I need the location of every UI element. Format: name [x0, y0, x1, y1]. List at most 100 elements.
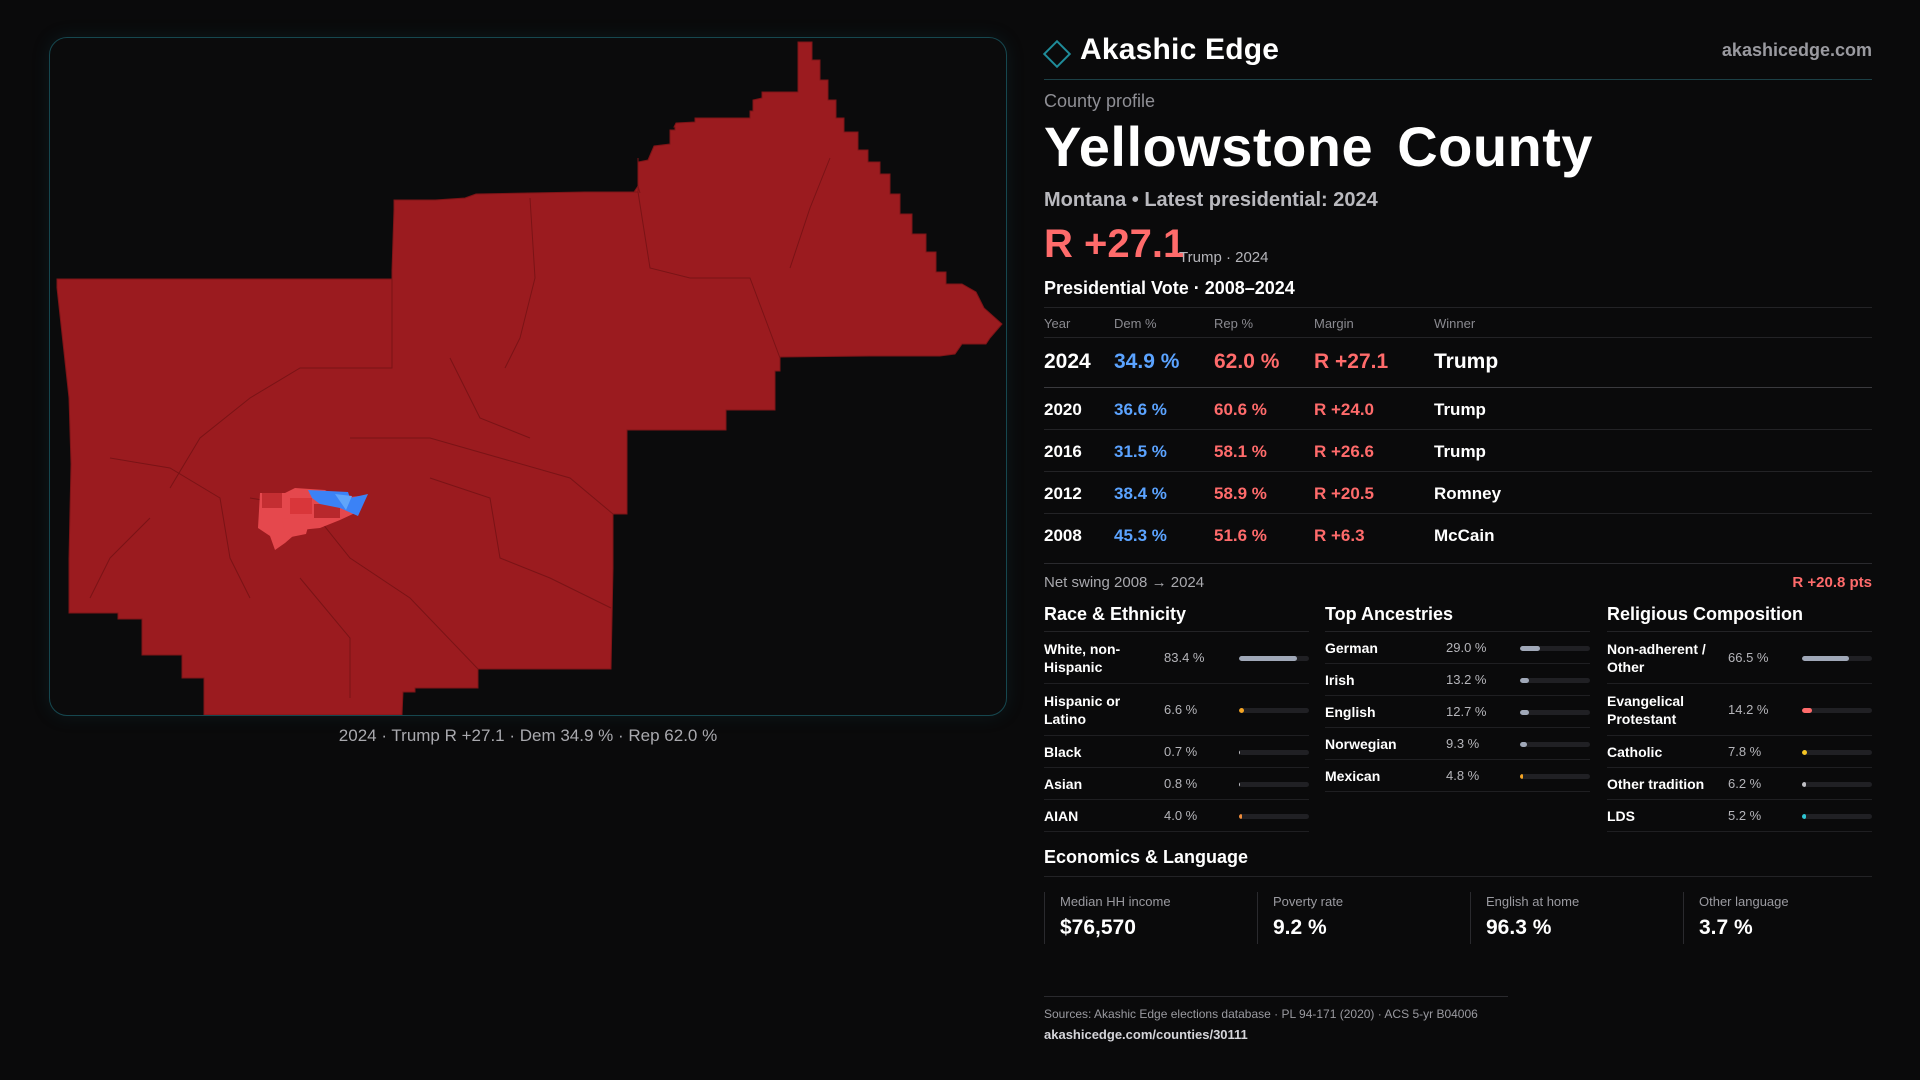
table-row[interactable]: 2024 34.9 % 62.0 % R +27.1 Trump — [1044, 338, 1872, 388]
item-label: Non-adherent / Other — [1607, 641, 1706, 675]
header-dem: Dem % — [1114, 316, 1157, 331]
item-bar-track — [1802, 707, 1872, 713]
item-bar-track — [1802, 749, 1872, 755]
economics-title: Economics & Language — [1044, 847, 1249, 867]
county-map-panel[interactable] — [49, 37, 1007, 716]
economics-grid: Median HH income $76,570 Poverty rate 9.… — [1044, 892, 1872, 944]
item-label: Evangelical Protestant — [1607, 693, 1685, 727]
list-item[interactable]: Other tradition 6.2 % — [1607, 768, 1872, 800]
row-margin: R +24.0 — [1314, 400, 1375, 419]
map-caption: 2024 · Trump R +27.1 · Dem 34.9 % · Rep … — [338, 726, 718, 745]
item-percent: 6.6 % — [1164, 702, 1198, 717]
header-winner: Winner — [1434, 316, 1476, 331]
list-item[interactable]: Catholic 7.8 % — [1607, 736, 1872, 768]
brand-url[interactable]: akashicedge.com — [1721, 40, 1872, 60]
item-bar-track — [1520, 645, 1590, 651]
list-item[interactable]: Evangelical Protestant 14.2 % — [1607, 684, 1872, 736]
row-rep: 51.6 % — [1214, 526, 1267, 545]
table-row[interactable]: 2016 31.5 % 58.1 % R +26.6 Trump — [1044, 430, 1872, 472]
vote-section-title: Presidential Vote · 2008–2024 — [1044, 278, 1295, 298]
sources-line: Sources: Akashic Edge elections database… — [1044, 1007, 1478, 1021]
list-item[interactable]: Black 0.7 % — [1044, 736, 1309, 768]
row-margin: R +20.5 — [1314, 484, 1375, 503]
item-percent: 5.2 % — [1728, 808, 1762, 823]
list-item[interactable]: Non-adherent / Other 66.5 % — [1607, 632, 1872, 684]
item-label: Catholic — [1607, 744, 1663, 760]
row-rep: 60.6 % — [1214, 400, 1267, 419]
stat-label: Poverty rate — [1273, 894, 1344, 909]
vote-table-header: Year Dem % Rep % Margin Winner — [1044, 308, 1872, 338]
item-percent: 66.5 % — [1728, 650, 1769, 665]
item-label: Mexican — [1325, 768, 1381, 784]
row-year: 2008 — [1044, 526, 1082, 545]
stat-label: Other language — [1699, 894, 1789, 909]
profile-subtitle: Montana • Latest presidential: 2024 — [1044, 189, 1378, 211]
county-profile: Akashic Edge akashicedge.com County prof… — [1042, 0, 1872, 1080]
list-item[interactable]: AIAN 4.0 % — [1044, 800, 1309, 832]
header-margin: Margin — [1314, 316, 1354, 331]
urban-precincts[interactable] — [258, 488, 368, 550]
source-link[interactable]: akashicedge.com/counties/30111 — [1044, 1027, 1248, 1042]
item-percent: 29.0 % — [1446, 640, 1487, 655]
stat-other-language: Other language 3.7 % — [1683, 892, 1889, 944]
row-winner: Trump — [1434, 400, 1486, 419]
table-row[interactable]: 2008 45.3 % 51.6 % R +6.3 McCain — [1044, 514, 1872, 556]
item-percent: 4.8 % — [1446, 768, 1480, 783]
item-label: German — [1325, 640, 1378, 656]
vote-table: Year Dem % Rep % Margin Winner 2024 34.9… — [1044, 307, 1872, 556]
item-label: Black — [1044, 744, 1082, 760]
table-row[interactable]: 2020 36.6 % 60.6 % R +24.0 Trump — [1044, 388, 1872, 430]
item-bar-fill — [1802, 655, 1849, 661]
list-item[interactable]: English 12.7 % — [1325, 696, 1590, 728]
row-winner: Trump — [1434, 442, 1486, 461]
county-map[interactable] — [50, 38, 1007, 716]
row-rep: 62.0 % — [1214, 350, 1280, 373]
row-dem: 31.5 % — [1114, 442, 1167, 461]
brand-header: Akashic Edge akashicedge.com — [1042, 30, 1872, 80]
item-bar-track — [1239, 813, 1309, 819]
net-swing: Net swing 2008 → 2024 R +20.8 pts — [1044, 563, 1872, 593]
stat-value: $76,570 — [1060, 916, 1136, 939]
item-bar-track — [1239, 707, 1309, 713]
stat-label: English at home — [1486, 894, 1580, 909]
stat-value: 3.7 % — [1699, 916, 1753, 939]
row-dem: 45.3 % — [1114, 526, 1167, 545]
table-row[interactable]: 2012 38.4 % 58.9 % R +20.5 Romney — [1044, 472, 1872, 514]
list-item[interactable]: Hispanic or Latino 6.6 % — [1044, 684, 1309, 736]
item-percent: 12.7 % — [1446, 704, 1487, 719]
item-percent: 13.2 % — [1446, 672, 1487, 687]
row-year: 2016 — [1044, 442, 1082, 461]
item-bar-fill — [1239, 655, 1298, 661]
row-dem: 34.9 % — [1114, 350, 1180, 373]
item-percent: 6.2 % — [1728, 776, 1762, 791]
item-bar-track — [1520, 773, 1590, 779]
list-item[interactable]: German 29.0 % — [1325, 632, 1590, 664]
list-item[interactable]: Irish 13.2 % — [1325, 664, 1590, 696]
religion-title: Religious Composition — [1607, 604, 1872, 632]
item-label: English — [1325, 704, 1376, 720]
row-dem: 38.4 % — [1114, 484, 1167, 503]
list-item[interactable]: Norwegian 9.3 % — [1325, 728, 1590, 760]
stat-value: 9.2 % — [1273, 916, 1327, 939]
stat-poverty-rate: Poverty rate 9.2 % — [1257, 892, 1463, 944]
item-bar-track — [1802, 813, 1872, 819]
row-rep: 58.9 % — [1214, 484, 1267, 503]
county-precincts-rep[interactable] — [56, 41, 1003, 715]
list-item[interactable]: White, non-Hispanic 83.4 % — [1044, 632, 1309, 684]
stat-median-income: Median HH income $76,570 — [1044, 892, 1250, 944]
row-winner: McCain — [1434, 526, 1495, 545]
profile-eyebrow: County profile — [1044, 91, 1156, 111]
list-item[interactable]: Mexican 4.8 % — [1325, 760, 1590, 792]
row-rep: 58.1 % — [1214, 442, 1267, 461]
headline-margin: R +27.1 — [1044, 222, 1186, 266]
row-dem: 36.6 % — [1114, 400, 1167, 419]
item-percent: 0.8 % — [1164, 776, 1198, 791]
list-item[interactable]: Asian 0.8 % — [1044, 768, 1309, 800]
item-bar-track — [1802, 781, 1872, 787]
item-percent: 0.7 % — [1164, 744, 1198, 759]
ancestry-title: Top Ancestries — [1325, 604, 1590, 632]
item-bar-fill — [1802, 781, 1807, 787]
list-item[interactable]: LDS 5.2 % — [1607, 800, 1872, 832]
item-bar-track — [1520, 741, 1590, 747]
item-bar-fill — [1239, 813, 1242, 819]
